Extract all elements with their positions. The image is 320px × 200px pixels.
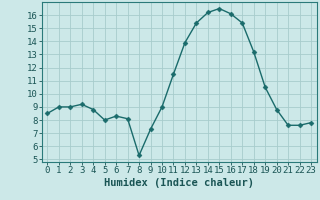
X-axis label: Humidex (Indice chaleur): Humidex (Indice chaleur) bbox=[104, 178, 254, 188]
